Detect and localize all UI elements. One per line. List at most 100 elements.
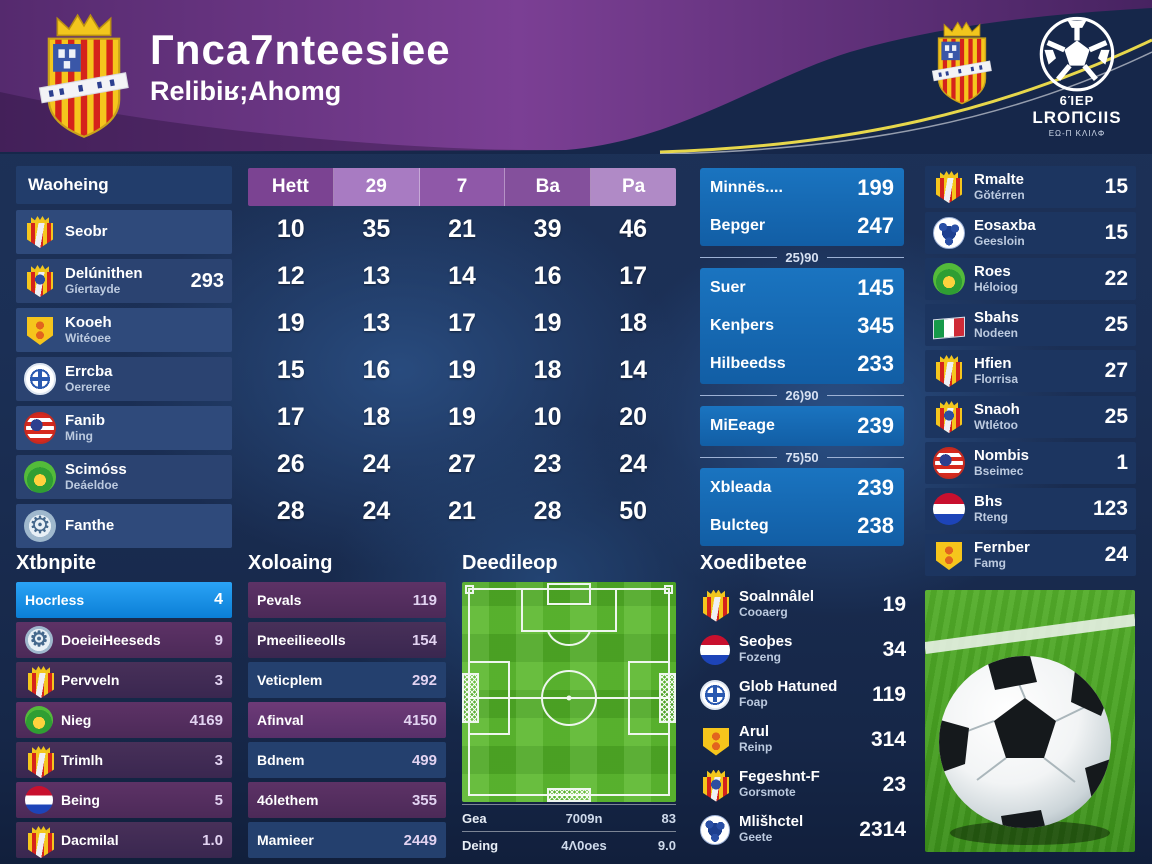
team-row[interactable]: Fanib Ming bbox=[16, 406, 232, 450]
team-name: Scimóss bbox=[65, 461, 127, 478]
team-value: 314 bbox=[870, 727, 906, 751]
team-row[interactable]: Sbahs Nodeen 25 bbox=[925, 304, 1136, 346]
team-row[interactable]: Errcba Oereree bbox=[16, 357, 232, 401]
stat-label: DoeieiHeeseds bbox=[61, 632, 161, 648]
stats-cell: 13 bbox=[362, 309, 391, 337]
team-row[interactable]: Snaoh Wtlétoo 25 bbox=[925, 396, 1136, 438]
header-titles: Гnca7nteesiee Relibiʁ;Ahomg bbox=[150, 26, 451, 107]
bottom-middle-panel: Xoloaing Pevals 119 Pmeeilieeolls 154 Ve… bbox=[248, 552, 446, 862]
team-row[interactable]: Hfien Florrisa 27 bbox=[925, 350, 1136, 392]
pitch-stat-label: Deing bbox=[462, 837, 499, 853]
pitch-stat-mid: 4Λ0oes bbox=[561, 837, 607, 853]
team-name: Fanib bbox=[65, 412, 105, 429]
stat-row[interactable]: 4ólethem 355 bbox=[248, 782, 446, 818]
stat-row[interactable]: Bepger 247 bbox=[710, 207, 894, 245]
stats-cell: 14 bbox=[448, 262, 476, 290]
stat-row[interactable]: Afinval 4150 bbox=[248, 702, 446, 738]
team-value: 24 bbox=[1104, 543, 1128, 566]
stat-label: Minnës.... bbox=[710, 179, 783, 196]
team-value: 123 bbox=[1092, 497, 1128, 520]
team-row[interactable]: Scimóss Deáeldoe bbox=[16, 455, 232, 499]
team-row[interactable]: Roes Héloiog 22 bbox=[925, 258, 1136, 300]
team-name: Fanthe bbox=[65, 517, 115, 534]
team-badge-icon bbox=[24, 265, 56, 297]
stat-row[interactable]: MiEeage 239 bbox=[710, 407, 894, 445]
team-value: 2314 bbox=[859, 817, 906, 841]
stat-row[interactable]: Kenþers 345 bbox=[710, 307, 894, 345]
soccer-pitch-diagram bbox=[462, 582, 676, 802]
team-subname: Deáeldoe bbox=[65, 477, 119, 492]
team-row[interactable]: Bhs Rteng 123 bbox=[925, 488, 1136, 530]
stat-row[interactable]: Suer 145 bbox=[710, 269, 894, 307]
team-badge-icon bbox=[24, 461, 56, 493]
stat-row[interactable]: Dacmilal 1.0 bbox=[16, 822, 232, 858]
team-row[interactable]: Rmalte Gŏtérren 15 bbox=[925, 166, 1136, 208]
stat-value: 3 bbox=[214, 751, 223, 769]
section-title: Xtbnpite bbox=[16, 552, 96, 574]
stat-row[interactable]: DoeieiHeeseds 9 bbox=[16, 622, 232, 658]
team-row[interactable]: Fegeshnt-F Gorsmote 23 bbox=[700, 762, 906, 807]
stat-row[interactable]: Veticplem 292 bbox=[248, 662, 446, 698]
team-name: Errcba bbox=[65, 363, 113, 380]
stat-row[interactable]: Mamieer 2449 bbox=[248, 822, 446, 858]
stats-cell: 12 bbox=[276, 262, 305, 290]
team-row[interactable]: Eosaxba Geesloin 15 bbox=[925, 212, 1136, 254]
team-subname: Gŏtérren bbox=[974, 187, 1025, 202]
team-row[interactable]: Delúnithen Gíertayde 293 bbox=[16, 259, 232, 303]
team-row[interactable]: Fernber Famg 24 bbox=[925, 534, 1136, 576]
row-badge-icon bbox=[25, 625, 53, 654]
stat-label: Hilbeedss bbox=[710, 355, 786, 372]
team-row[interactable]: Seobr bbox=[16, 210, 232, 254]
stat-label: 4ólethem bbox=[257, 792, 319, 808]
row-badge-icon bbox=[25, 706, 53, 734]
team-badge-icon bbox=[24, 412, 56, 444]
stat-label: Pervveln bbox=[61, 672, 120, 688]
team-row[interactable]: Seoþes Fozeng 34 bbox=[700, 627, 906, 672]
league-logo-line3: ЕΩ-П ΚΛΙΛΦ bbox=[1048, 129, 1106, 138]
team-row[interactable]: Fanthe bbox=[16, 504, 232, 548]
left-standings-panel: Waoheing Seobr Delúnithen Gíertayd bbox=[16, 166, 232, 553]
stats-table: Hett 29 7 Ba Pa 10 35 21 39 46 12 13 14 bbox=[248, 168, 676, 535]
stat-row[interactable]: Trimlh 3 bbox=[16, 742, 232, 778]
stat-row[interactable]: Bdnem 499 bbox=[248, 742, 446, 778]
stat-label: Trimlh bbox=[61, 752, 104, 768]
stat-value: 345 bbox=[857, 313, 894, 338]
team-label: Kooeh Witéoee bbox=[65, 315, 112, 345]
stat-row[interactable]: Hilbeedss 233 bbox=[710, 345, 894, 383]
stat-value: 3 bbox=[214, 671, 223, 689]
stats-table-row: 12 13 14 16 17 bbox=[248, 253, 676, 300]
team-badge-icon bbox=[933, 401, 965, 433]
stat-row[interactable]: Pmeeilieeolls 154 bbox=[248, 622, 446, 658]
stat-value: 9 bbox=[214, 631, 223, 649]
team-badge-icon bbox=[700, 590, 730, 620]
stat-row[interactable]: Minnës.... 199 bbox=[710, 169, 894, 207]
stat-value: 4 bbox=[214, 591, 223, 608]
team-row[interactable]: Glob Hatuned Foap 119 bbox=[700, 672, 906, 717]
bottom-left-panel: Xtbnpite Hocrless 4 DoeieiHeeseds 9 Perv… bbox=[16, 552, 232, 862]
team-row[interactable]: Soalnnâlel Cooaerg 19 bbox=[700, 582, 906, 627]
stat-row[interactable]: Nieg 4169 bbox=[16, 702, 232, 738]
stat-value: 247 bbox=[857, 213, 894, 238]
stat-row[interactable]: Xbleada 239 bbox=[710, 469, 894, 507]
team-subname: Wtlétoo bbox=[974, 417, 1018, 432]
team-label: Mlišhctel Geete bbox=[739, 814, 803, 844]
stat-row[interactable]: Bulcteg 238 bbox=[710, 507, 894, 545]
pitch-stats-table: Gea 7009n 83 Deing 4Λ0oes 9.0 bbox=[462, 804, 676, 858]
team-label: Snaoh Wtlétoo bbox=[974, 402, 1020, 432]
team-subname: Gíertayde bbox=[65, 281, 121, 296]
stats-cell: 50 bbox=[619, 497, 648, 525]
team-row[interactable]: Mlišhctel Geete 2314 bbox=[700, 807, 906, 852]
stats-table-row: 17 18 19 10 20 bbox=[248, 394, 676, 441]
team-subname: Fozeng bbox=[739, 650, 781, 665]
stat-row[interactable]: Pevals 119 bbox=[248, 582, 446, 618]
team-row[interactable]: Arul Reinp 314 bbox=[700, 717, 906, 762]
league-logo: 6ΊEP LROΠCIIS ЕΩ-П ΚΛΙΛΦ bbox=[1022, 10, 1132, 138]
stat-row[interactable]: Hocrless 4 bbox=[16, 582, 232, 618]
team-label: Arul Reinp bbox=[739, 724, 772, 754]
row-badge-icon bbox=[25, 746, 53, 774]
team-row[interactable]: Nombis Bseimec 1 bbox=[925, 442, 1136, 484]
stat-row[interactable]: Pervveln 3 bbox=[16, 662, 232, 698]
stat-row[interactable]: Being 5 bbox=[16, 782, 232, 818]
team-row[interactable]: Kooeh Witéoee bbox=[16, 308, 232, 352]
stats-cell: 16 bbox=[533, 262, 562, 290]
